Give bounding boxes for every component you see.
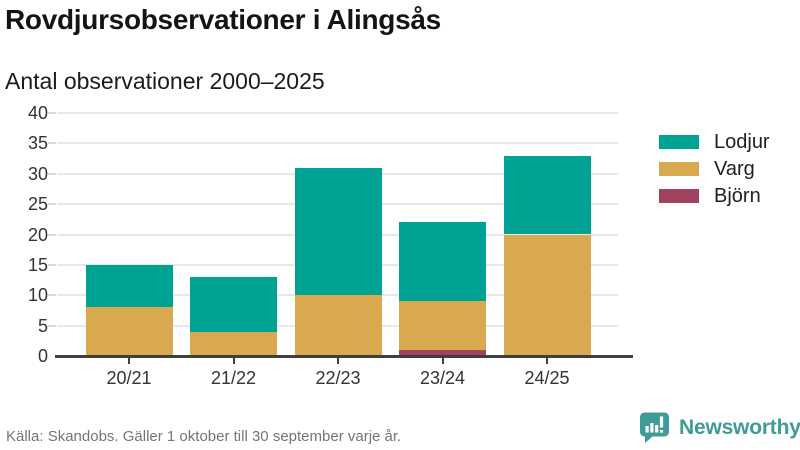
x-axis-label: 23/24 xyxy=(419,368,466,388)
bar-segment-varg-23-24 xyxy=(399,301,486,350)
chart-subtitle: Antal observationer 2000–2025 xyxy=(5,68,325,94)
legend-label: Björn xyxy=(714,185,761,207)
bar-segment-lodjur-20-21 xyxy=(85,264,173,308)
gridline xyxy=(57,112,618,114)
legend-swatch-lodjur xyxy=(659,135,699,149)
x-axis-tick xyxy=(546,358,548,364)
legend: Lodjur Varg Björn xyxy=(659,131,770,212)
bar-segment-lodjur-22-23 xyxy=(294,167,382,296)
y-axis-tick xyxy=(48,142,56,145)
y-axis-label: 10 xyxy=(27,285,48,306)
x-axis-tick xyxy=(232,358,235,364)
y-axis-tick xyxy=(48,112,56,114)
gridline xyxy=(57,142,618,145)
y-axis-label: 40 xyxy=(27,103,48,123)
legend-swatch-varg xyxy=(659,162,699,176)
y-axis-label: 35 xyxy=(27,133,48,154)
y-axis-tick xyxy=(48,233,56,236)
legend-swatch-bjrn xyxy=(659,189,699,203)
x-axis-label: 21/22 xyxy=(210,368,257,388)
y-axis-label: 0 xyxy=(37,346,48,366)
y-axis-tick xyxy=(48,172,56,175)
y-axis-tick xyxy=(48,324,56,327)
x-axis-tick xyxy=(128,358,130,364)
x-axis-label: 20/21 xyxy=(106,368,152,388)
bar-segment-bjrn-23-24 xyxy=(399,349,486,356)
y-axis-label: 5 xyxy=(37,315,48,336)
y-axis-label: 15 xyxy=(27,254,48,275)
x-axis-tick xyxy=(441,358,444,364)
bar-segment-varg-20-21 xyxy=(85,307,173,356)
legend-item-lodjur: Lodjur xyxy=(659,131,770,153)
y-axis-tick xyxy=(48,203,56,206)
legend-label: Lodjur xyxy=(714,131,770,153)
bar-segment-varg-22-23 xyxy=(294,295,382,356)
legend-item-bjrn: Björn xyxy=(659,185,770,207)
legend-label: Varg xyxy=(714,158,755,180)
x-axis-tick xyxy=(337,358,339,364)
bar-segment-lodjur-24-25 xyxy=(503,155,591,235)
y-axis-label: 25 xyxy=(27,194,48,215)
bar-segment-varg-24-25 xyxy=(503,234,591,356)
y-axis-label: 20 xyxy=(27,224,48,245)
bar-segment-lodjur-21-22 xyxy=(190,277,277,332)
chart-title: Rovdjursobservationer i Alingsås xyxy=(5,4,441,35)
newsworthy-logo: Newsworthy xyxy=(639,411,800,444)
newsworthy-wordmark: Newsworthy xyxy=(679,415,800,439)
x-axis-line xyxy=(55,355,633,358)
bar-segment-lodjur-23-24 xyxy=(399,222,486,302)
y-axis-label: 30 xyxy=(27,163,48,184)
newsworthy-bubble-chart-icon xyxy=(639,411,670,444)
bar-segment-varg-21-22 xyxy=(190,331,277,356)
legend-item-varg: Varg xyxy=(659,158,770,180)
x-axis-label: 24/25 xyxy=(524,368,570,388)
y-axis-tick xyxy=(48,263,56,266)
source-note: Källa: Skandobs. Gäller 1 oktober till 3… xyxy=(6,428,402,445)
x-axis-label: 22/23 xyxy=(315,368,361,388)
y-axis-tick xyxy=(48,294,56,297)
